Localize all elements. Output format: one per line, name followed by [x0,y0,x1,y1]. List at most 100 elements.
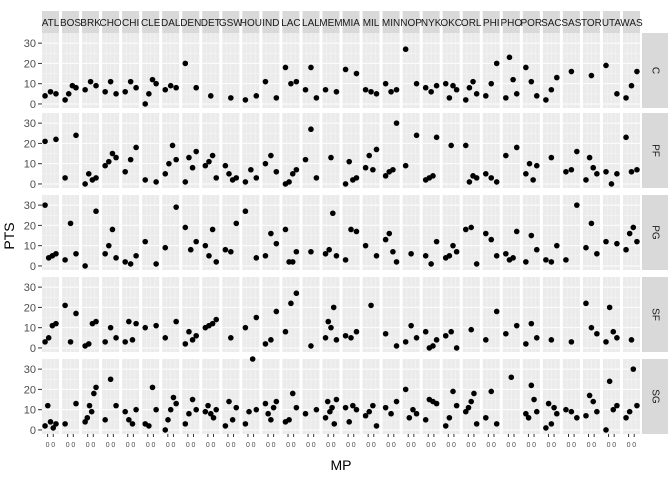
y-tick-label: 20 [24,384,36,396]
data-point [623,246,629,253]
x-tick-label: 0 [552,442,556,449]
data-point [382,173,389,179]
y-axis-title: PTS [1,222,17,249]
data-point [563,257,569,263]
data-point [368,302,374,309]
y-tick-label: 0 [30,179,36,191]
y-tick-label: 30 [24,282,36,294]
data-point [471,390,477,397]
data-point [322,250,329,257]
data-point [513,228,520,235]
data-point [167,406,174,413]
data-point [530,177,536,183]
data-point [353,175,360,181]
data-point [614,402,620,409]
column-strip-label: BRK [80,18,101,29]
data-point [388,88,394,95]
y-tick-label: 10 [24,323,36,335]
data-point [53,421,59,427]
column-strip [422,11,440,33]
data-point [102,88,108,95]
data-point [442,332,449,339]
data-point [293,290,300,297]
column-strip [442,11,460,33]
y-tick-label: 0 [30,99,36,111]
x-tick-label: 0 [106,442,110,449]
y-tick-label: 30 [24,38,36,50]
data-point [126,417,132,423]
data-point [127,78,134,85]
data-point [523,64,529,71]
data-point [468,326,475,333]
x-tick-label: 0 [266,442,270,449]
column-strip [502,11,520,33]
data-point [50,425,57,431]
data-point [353,328,360,335]
data-point [207,93,214,99]
data-point [628,82,635,89]
data-point [348,226,354,233]
data-point [433,337,440,343]
data-point [142,177,149,183]
column-strip [282,11,300,33]
data-point [348,335,354,341]
data-point [62,175,68,181]
data-point [91,390,97,397]
data-point [85,341,92,347]
data-point [65,91,72,97]
column-strip-label: MIN [382,18,400,29]
data-point [362,86,369,93]
data-point [583,244,589,251]
data-point [93,82,99,89]
data-point [482,93,489,99]
column-strip-label: NYK [421,18,442,29]
data-point [102,417,108,423]
data-point [608,181,615,187]
data-point [548,337,555,343]
data-point [462,97,469,103]
data-point [122,339,128,345]
data-point [262,160,269,167]
y-tick-label: 10 [24,159,36,171]
x-tick-label: 0 [526,442,530,449]
data-point [390,248,396,255]
data-point [229,417,236,423]
x-tick-label: 0 [292,442,296,449]
data-point [382,236,389,243]
data-point [453,345,460,351]
data-point [331,421,338,427]
data-point [468,398,475,405]
data-point [614,91,620,97]
data-point [42,339,48,345]
data-point [554,242,560,249]
data-point [149,76,156,83]
column-strip [522,11,540,33]
data-point [413,410,420,417]
data-point [87,78,94,85]
data-point [289,171,296,177]
column-strip [382,11,400,33]
data-point [473,421,480,427]
x-tick-label: 0 [71,442,75,449]
x-tick-label: 0 [312,442,316,449]
data-point [82,86,88,93]
data-point [242,208,249,215]
data-point [342,332,349,339]
data-point [453,86,460,93]
x-tick-label: 0 [111,442,115,449]
data-point [488,175,495,181]
data-point [603,62,609,69]
x-tick-label: 0 [592,442,596,449]
y-tick-label: 10 [24,79,36,91]
data-point [62,257,68,263]
data-point [268,337,274,343]
data-point [450,242,456,249]
data-point [628,337,635,343]
data-point [614,171,620,177]
data-point [205,402,211,409]
data-point [528,320,535,327]
data-point [127,261,134,267]
column-strip-label: SAS [561,18,581,29]
data-point [153,179,159,185]
data-point [133,84,139,91]
